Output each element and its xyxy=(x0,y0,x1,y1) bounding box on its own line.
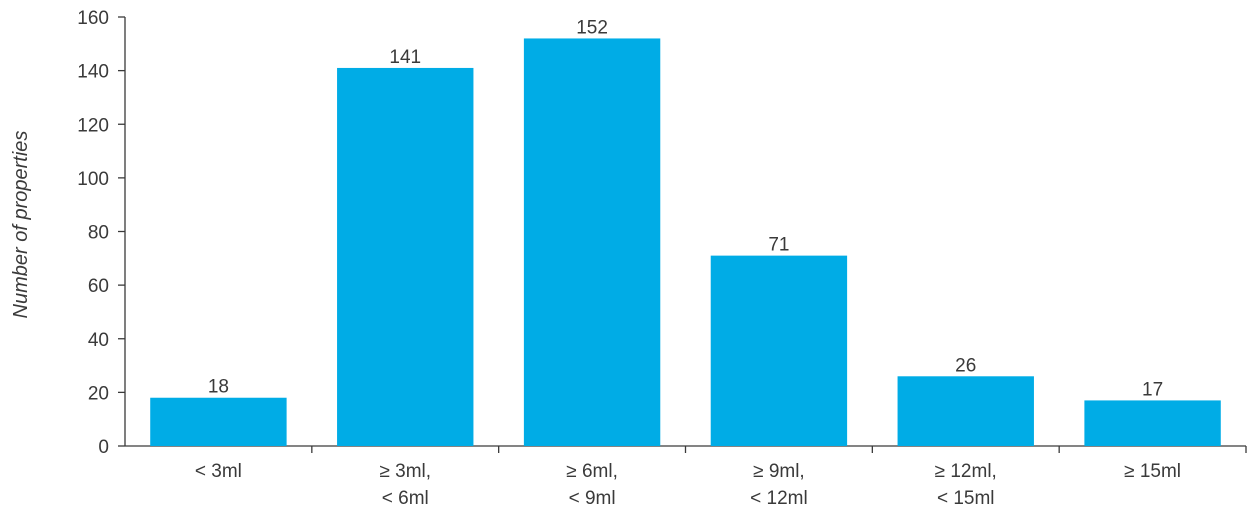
value-labels: 18 141 152 71 26 17 xyxy=(208,17,1163,400)
y-tick-label: 140 xyxy=(77,62,109,83)
y-tick-label: 40 xyxy=(88,330,109,351)
bar-value-label: 18 xyxy=(208,377,229,398)
y-tick-label: 20 xyxy=(88,383,109,404)
x-tick-label: ≥ 3ml, < 6ml xyxy=(379,461,431,509)
y-tick-label: 80 xyxy=(88,223,109,244)
x-tick-label: ≥ 6ml, < 9ml xyxy=(566,461,618,509)
x-tick-label: ≥ 12ml, < 15ml xyxy=(935,461,997,509)
x-tick-label-line: ≥ 6ml, xyxy=(566,461,618,482)
bar xyxy=(897,376,1034,446)
x-tick-label: ≥ 15ml xyxy=(1124,461,1181,482)
x-tick-labels: < 3ml ≥ 3ml, < 6ml≥ 6ml, < 9ml≥ 9ml, < 12ml≥… xyxy=(195,461,1181,509)
x-tick-label: < 3ml xyxy=(195,461,242,482)
y-tick-label: 100 xyxy=(77,169,109,190)
bar xyxy=(337,67,474,446)
y-tick-label: 0 xyxy=(98,437,109,458)
x-tick-label-line: ≥ 12ml, xyxy=(935,461,997,482)
y-tick-label: 60 xyxy=(88,276,109,297)
y-axis-label-group: Number of properties xyxy=(10,131,32,319)
bar-value-label: 141 xyxy=(389,47,421,68)
x-tick-label-line: < 9ml xyxy=(569,488,616,509)
y-axis: 0 20 40 60 80 100 120 140 160 xyxy=(77,8,126,458)
bar-value-label: 71 xyxy=(768,235,789,256)
bars xyxy=(150,38,1221,446)
x-tick-label-line: ≥ 15ml xyxy=(1124,461,1181,482)
bar xyxy=(150,397,287,446)
x-tick-label-line: ≥ 3ml, xyxy=(379,461,431,482)
y-axis-label: Number of properties xyxy=(10,131,32,319)
x-tick-label-line: < 3ml xyxy=(195,461,242,482)
bar xyxy=(1084,400,1221,446)
x-tick-label-line: < 15ml xyxy=(937,488,995,509)
bar xyxy=(523,38,661,446)
x-axis xyxy=(125,445,1247,453)
x-tick-label-line: < 6ml xyxy=(382,488,429,509)
x-tick-label-line: ≥ 9ml, xyxy=(753,461,805,482)
y-tick-label: 120 xyxy=(77,115,109,136)
bar-value-label: 152 xyxy=(576,17,608,38)
y-tick-label: 160 xyxy=(77,8,109,29)
bar-value-label: 26 xyxy=(955,355,976,376)
bar-value-label: 17 xyxy=(1142,379,1163,400)
x-tick-label-line: < 12ml xyxy=(750,488,808,509)
bar xyxy=(710,255,848,446)
x-tick-label: ≥ 9ml, < 12ml xyxy=(750,461,808,509)
